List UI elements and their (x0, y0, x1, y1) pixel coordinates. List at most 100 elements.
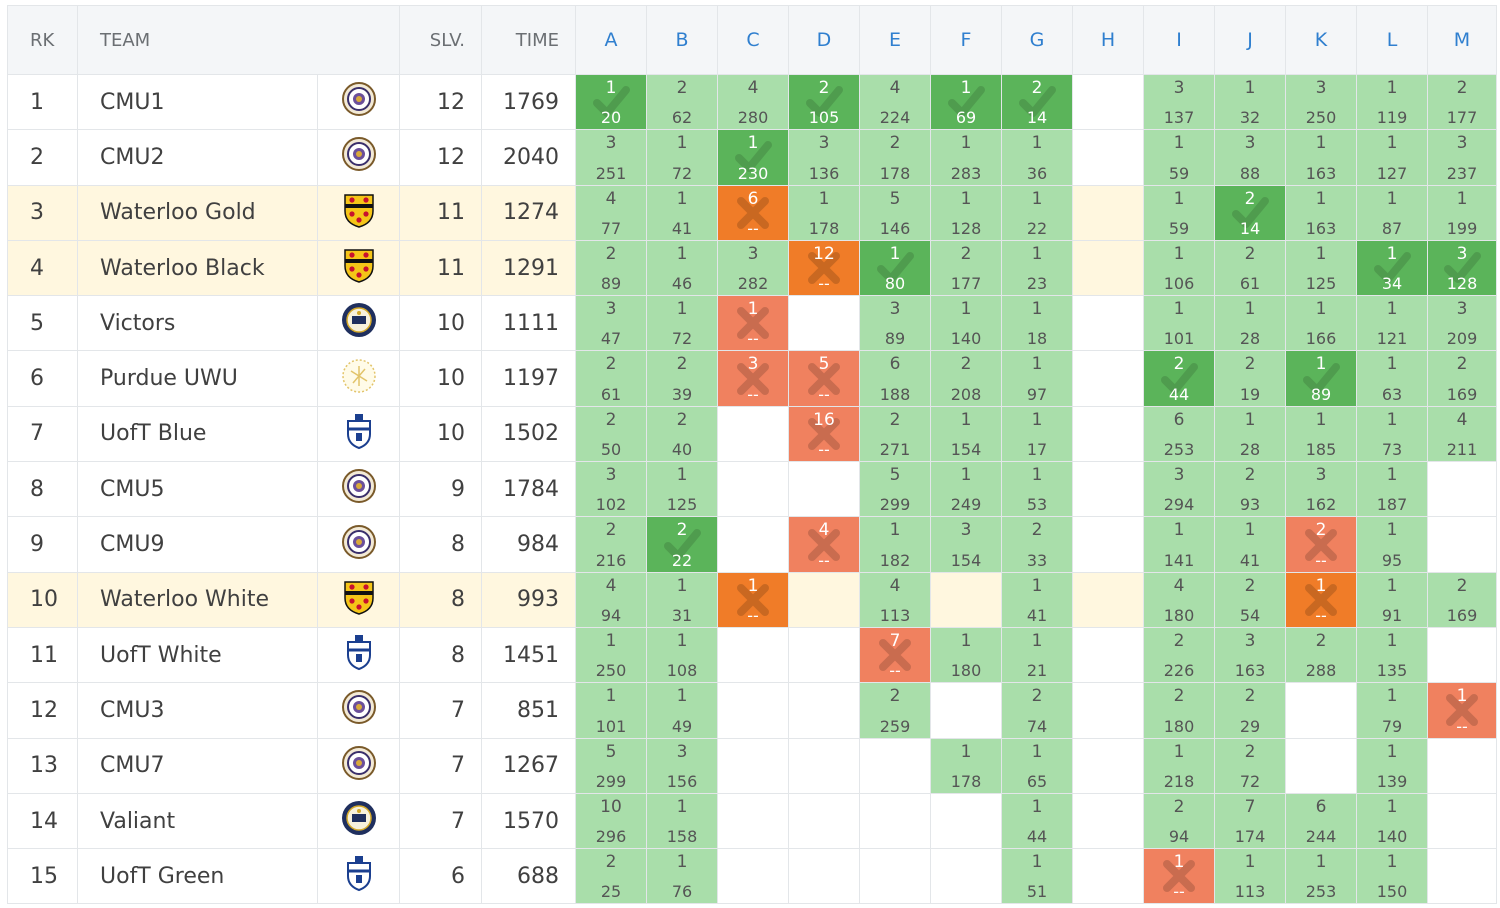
problem-cell-f[interactable]: 1 249 (930, 461, 1002, 518)
problem-cell-i[interactable]: 2 180 (1143, 682, 1215, 739)
problem-cell-i[interactable]: 1 141 (1143, 516, 1215, 573)
problem-cell-j[interactable]: 2 72 (1214, 737, 1286, 794)
problem-cell-l[interactable]: 1 150 (1356, 848, 1428, 905)
problem-cell-d[interactable]: 12 -- (788, 239, 860, 297)
problem-cell-k[interactable]: 2 -- (1285, 516, 1357, 573)
problem-cell-g[interactable]: 1 18 (1001, 295, 1073, 352)
problem-header-a[interactable]: A (575, 5, 647, 75)
header-time[interactable]: TIME (481, 5, 576, 75)
problem-cell-a[interactable]: 3 102 (575, 461, 647, 518)
problem-cell-l[interactable]: 1 187 (1356, 461, 1428, 518)
problem-cell-g[interactable]: 1 17 (1001, 405, 1073, 463)
problem-cell-i[interactable]: 6 253 (1143, 405, 1215, 463)
problem-cell-a[interactable]: 4 94 (575, 571, 647, 628)
problem-cell-i[interactable]: 1 -- (1143, 848, 1215, 905)
team-row[interactable]: 3 Waterloo Gold 11 1274 4 77 1 41 6 -- 1 178 5 146 1 12… (7, 184, 1497, 241)
problem-cell-e[interactable]: 4 224 (859, 73, 931, 131)
problem-cell-j[interactable]: 2 14 (1214, 184, 1286, 241)
problem-cell-c[interactable]: 3 -- (717, 350, 789, 407)
team-name[interactable]: Purdue UWU (77, 350, 318, 407)
header-rank[interactable]: RK (7, 5, 78, 75)
problem-cell-e[interactable]: 2 259 (859, 682, 931, 739)
problem-cell-m[interactable]: 1 199 (1427, 184, 1497, 241)
problem-cell-g[interactable]: 1 36 (1001, 129, 1073, 186)
team-row[interactable]: 7 UofT Blue 10 1502 2 50 2 40 16 -- 2 271 1 154 1 17 6 25… (7, 405, 1497, 463)
team-name[interactable]: Waterloo Gold (77, 184, 318, 241)
problem-cell-i[interactable]: 2 226 (1143, 626, 1215, 684)
problem-cell-i[interactable]: 1 106 (1143, 239, 1215, 297)
problem-cell-c[interactable]: 1 -- (717, 295, 789, 352)
problem-cell-c[interactable]: 3 282 (717, 239, 789, 297)
problem-cell-l[interactable]: 1 63 (1356, 350, 1428, 407)
team-name[interactable]: CMU5 (77, 461, 318, 518)
problem-cell-f[interactable]: 2 208 (930, 350, 1002, 407)
team-name[interactable]: CMU7 (77, 737, 318, 794)
problem-cell-g[interactable]: 1 51 (1001, 848, 1073, 905)
team-row[interactable]: 5 Victors 10 1111 3 47 1 72 1 -- 3 89 1 140 1 18 1 101 1 28… (7, 295, 1497, 352)
problem-cell-i[interactable]: 1 218 (1143, 737, 1215, 794)
problem-cell-l[interactable]: 1 139 (1356, 737, 1428, 794)
problem-cell-k[interactable]: 1 253 (1285, 848, 1357, 905)
problem-cell-i[interactable]: 2 44 (1143, 350, 1215, 407)
problem-cell-k[interactable]: 3 162 (1285, 461, 1357, 518)
team-row[interactable]: 6 Purdue UWU 10 1197 2 61 2 39 3 -- 5 -- 6 188 2 208 1 97… (7, 350, 1497, 407)
problem-cell-m[interactable]: 2 169 (1427, 350, 1497, 407)
problem-cell-k[interactable]: 1 163 (1285, 184, 1357, 241)
problem-header-j[interactable]: J (1214, 5, 1286, 75)
problem-cell-g[interactable]: 1 41 (1001, 571, 1073, 628)
problem-cell-i[interactable]: 3 137 (1143, 73, 1215, 131)
problem-cell-a[interactable]: 2 216 (575, 516, 647, 573)
problem-cell-i[interactable]: 1 101 (1143, 295, 1215, 352)
problem-cell-k[interactable]: 6 244 (1285, 792, 1357, 850)
team-name[interactable]: Valiant (77, 792, 318, 850)
problem-cell-b[interactable]: 1 46 (646, 239, 718, 297)
problem-cell-k[interactable]: 1 -- (1285, 571, 1357, 628)
problem-cell-k[interactable]: 1 125 (1285, 239, 1357, 297)
problem-cell-l[interactable]: 1 140 (1356, 792, 1428, 850)
problem-cell-g[interactable]: 1 65 (1001, 737, 1073, 794)
problem-header-e[interactable]: E (859, 5, 931, 75)
problem-cell-i[interactable]: 1 59 (1143, 184, 1215, 241)
problem-cell-m[interactable]: 3 237 (1427, 129, 1497, 186)
problem-cell-i[interactable]: 1 59 (1143, 129, 1215, 186)
problem-cell-g[interactable]: 1 97 (1001, 350, 1073, 407)
problem-cell-m[interactable]: 4 211 (1427, 405, 1497, 463)
problem-cell-a[interactable]: 3 251 (575, 129, 647, 186)
problem-cell-d[interactable]: 3 136 (788, 129, 860, 186)
problem-cell-a[interactable]: 1 20 (575, 73, 647, 131)
problem-cell-m[interactable]: 1 -- (1427, 682, 1497, 739)
problem-cell-b[interactable]: 1 125 (646, 461, 718, 518)
team-name[interactable]: CMU3 (77, 682, 318, 739)
problem-header-c[interactable]: C (717, 5, 789, 75)
problem-cell-e[interactable]: 4 113 (859, 571, 931, 628)
problem-cell-a[interactable]: 2 89 (575, 239, 647, 297)
problem-cell-a[interactable]: 1 101 (575, 682, 647, 739)
problem-cell-b[interactable]: 2 40 (646, 405, 718, 463)
problem-cell-f[interactable]: 1 154 (930, 405, 1002, 463)
problem-cell-g[interactable]: 2 33 (1001, 516, 1073, 573)
problem-cell-a[interactable]: 5 299 (575, 737, 647, 794)
problem-cell-e[interactable]: 2 271 (859, 405, 931, 463)
team-row[interactable]: 11 UofT White 8 1451 1 250 1 108 7 -- 1 180 1 21 2 226 3… (7, 626, 1497, 684)
problem-cell-m[interactable]: 3 209 (1427, 295, 1497, 352)
problem-cell-c[interactable]: 1 230 (717, 129, 789, 186)
problem-header-d[interactable]: D (788, 5, 860, 75)
problem-cell-b[interactable]: 2 62 (646, 73, 718, 131)
problem-cell-g[interactable]: 2 14 (1001, 73, 1073, 131)
problem-cell-j[interactable]: 2 19 (1214, 350, 1286, 407)
problem-cell-k[interactable]: 3 250 (1285, 73, 1357, 131)
problem-cell-a[interactable]: 10 296 (575, 792, 647, 850)
problem-cell-d[interactable]: 4 -- (788, 516, 860, 573)
problem-cell-l[interactable]: 1 91 (1356, 571, 1428, 628)
problem-cell-b[interactable]: 2 22 (646, 516, 718, 573)
problem-cell-i[interactable]: 4 180 (1143, 571, 1215, 628)
team-row[interactable]: 8 CMU5 9 1784 3 102 1 125 5 299 1 249 1 53 3 294 2 93 3 162… (7, 461, 1497, 518)
problem-cell-a[interactable]: 2 25 (575, 848, 647, 905)
problem-cell-m[interactable]: 3 128 (1427, 239, 1497, 297)
problem-cell-k[interactable]: 2 288 (1285, 626, 1357, 684)
problem-header-l[interactable]: L (1356, 5, 1428, 75)
problem-cell-a[interactable]: 4 77 (575, 184, 647, 241)
problem-cell-j[interactable]: 7 174 (1214, 792, 1286, 850)
problem-cell-g[interactable]: 1 21 (1001, 626, 1073, 684)
problem-cell-m[interactable]: 2 169 (1427, 571, 1497, 628)
